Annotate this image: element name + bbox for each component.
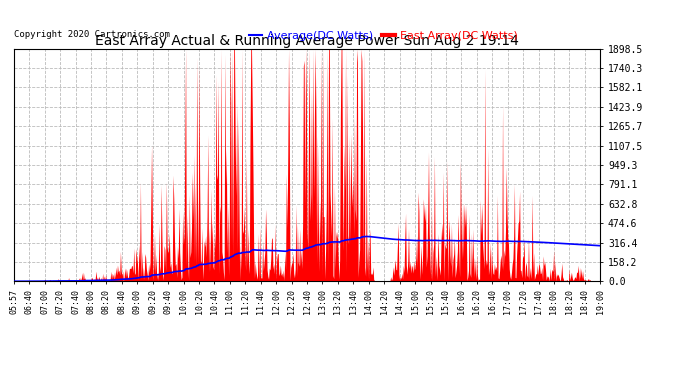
Legend: Average(DC Watts), East Array(DC Watts): Average(DC Watts), East Array(DC Watts) bbox=[245, 26, 522, 45]
Title: East Array Actual & Running Average Power Sun Aug 2 19:14: East Array Actual & Running Average Powe… bbox=[95, 34, 519, 48]
Text: Copyright 2020 Cartronics.com: Copyright 2020 Cartronics.com bbox=[14, 30, 170, 39]
